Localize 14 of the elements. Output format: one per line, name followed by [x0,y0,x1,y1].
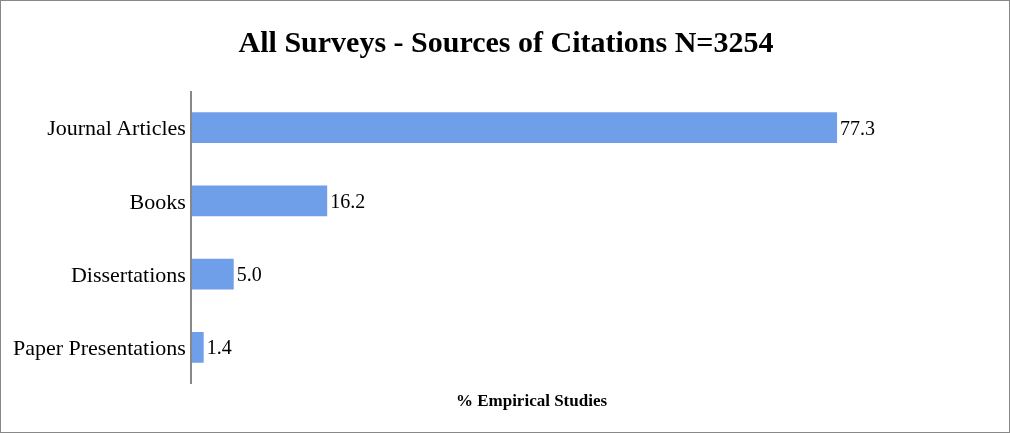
data-label: 16.2 [330,189,366,212]
y-tick-label: Journal Articles [47,115,186,141]
y-tick-label: Books [129,188,186,214]
x-axis-title: % Empirical Studies [455,391,608,411]
bar [192,331,204,363]
bar [192,112,838,144]
chart-title: All Surveys - Sources of Citations N=3254 [238,25,774,59]
data-label: 1.4 [206,336,232,359]
y-tick-label: Dissertations [70,261,186,287]
data-label: 5.0 [236,263,262,286]
bar [192,258,234,290]
bar [192,185,328,217]
data-label: 77.3 [840,116,876,139]
y-tick-label: Paper Presentations [12,335,186,361]
